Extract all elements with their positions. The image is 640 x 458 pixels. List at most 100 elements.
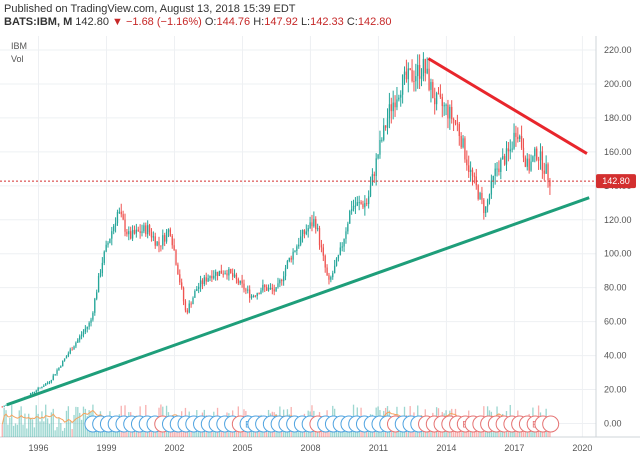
candle-body: [92, 312, 94, 320]
candle-body: [50, 380, 53, 383]
candle-body: [165, 231, 168, 242]
candle-body: [401, 74, 404, 95]
time-tick-label: 2011: [369, 443, 388, 453]
time-tick-label: 2008: [300, 443, 320, 453]
candle-body: [513, 132, 515, 149]
candle-body: [196, 288, 198, 292]
candle-body: [350, 209, 353, 212]
series-label-ibm: IBM: [11, 41, 27, 51]
candle-body: [292, 251, 294, 260]
volume-bar: [43, 421, 45, 437]
candle-body: [537, 159, 540, 161]
volume-bar: [39, 421, 41, 437]
support-trendline[interactable]: [6, 196, 590, 407]
volume-bar: [20, 406, 22, 437]
resistance-trendline[interactable]: [427, 57, 588, 155]
volume-bar: [364, 430, 366, 437]
volume-bar: [154, 430, 156, 437]
candle-body: [228, 268, 230, 276]
candle-body: [458, 124, 460, 137]
price-tick-label: 220.00: [604, 45, 632, 55]
candle-body: [84, 328, 87, 332]
volume-bar: [1, 424, 3, 437]
volume-bar: [296, 430, 298, 437]
volume-bar: [113, 430, 115, 437]
symbol-header: BATS:IBM, M 142.80 ▼ −1.68 (−1.16%) O:14…: [4, 16, 392, 28]
candle-body: [262, 284, 264, 291]
candle-body: [298, 244, 300, 247]
candle-body: [469, 169, 472, 173]
volume-bar: [28, 413, 30, 437]
candle-body: [330, 277, 332, 280]
candle-body: [177, 264, 179, 275]
candle-body: [354, 205, 357, 207]
candle-body: [281, 279, 283, 282]
candle-body: [218, 270, 221, 276]
candle-body: [75, 342, 77, 347]
candle-body: [207, 278, 209, 282]
volume-bar: [69, 421, 71, 437]
volume-bar: [7, 424, 9, 437]
time-tick-label: 1999: [96, 443, 116, 453]
candle-body: [145, 225, 147, 235]
candle-body: [313, 219, 315, 227]
candle-body: [386, 118, 389, 128]
candle-body: [269, 287, 272, 289]
candle-body: [3, 405, 5, 407]
candle-body: [60, 366, 62, 368]
candle-body: [73, 346, 75, 350]
volume-bar: [62, 430, 64, 437]
candle-body: [341, 246, 343, 248]
candle-body: [148, 225, 151, 233]
candle-body: [63, 358, 66, 361]
symbol-name: BATS:IBM, M: [4, 16, 73, 28]
volume-bar: [164, 429, 166, 437]
candle-body: [46, 382, 49, 384]
candle-body: [316, 228, 319, 230]
volume-bar: [50, 412, 53, 437]
candle-body: [490, 180, 493, 195]
candle-body: [503, 156, 506, 165]
volume-bar: [147, 429, 149, 437]
candle-body: [45, 383, 47, 386]
candle-body: [237, 279, 239, 284]
candle-body: [352, 206, 355, 210]
candle-body: [150, 232, 153, 238]
candle-body: [211, 275, 213, 279]
volume-bar: [48, 423, 51, 437]
candle-body: [464, 138, 466, 160]
candle-body: [428, 68, 430, 90]
candle-body: [99, 273, 102, 277]
candle-body: [441, 97, 443, 107]
candle-body: [309, 222, 311, 229]
candle-body: [549, 180, 551, 187]
candle-body: [547, 164, 549, 181]
candle-body: [41, 387, 43, 389]
close-value: 142.80: [357, 16, 392, 28]
candle-body: [369, 185, 372, 197]
candle-body: [156, 241, 158, 246]
price-tick-label: 100.00: [604, 249, 632, 259]
volume-bar: [24, 413, 26, 437]
candle-body: [284, 268, 287, 277]
volume-bar: [52, 408, 54, 437]
volume-bar: [11, 405, 13, 437]
candle-body: [439, 94, 442, 98]
candle-body: [152, 236, 155, 238]
candle-body: [360, 202, 362, 204]
candle-body: [186, 310, 188, 313]
candle-body: [126, 231, 128, 235]
candle-body: [447, 104, 449, 119]
candle-body: [286, 260, 289, 269]
candle-body: [137, 229, 139, 232]
candle-body: [392, 102, 394, 112]
volume-bar: [281, 427, 283, 437]
volume-bar: [284, 428, 287, 437]
volume-bar: [549, 430, 551, 437]
candle-body: [215, 271, 217, 276]
candle-body: [500, 159, 502, 172]
volume-bar: [111, 428, 113, 437]
candle-body: [103, 251, 105, 263]
candle-body: [169, 229, 172, 236]
